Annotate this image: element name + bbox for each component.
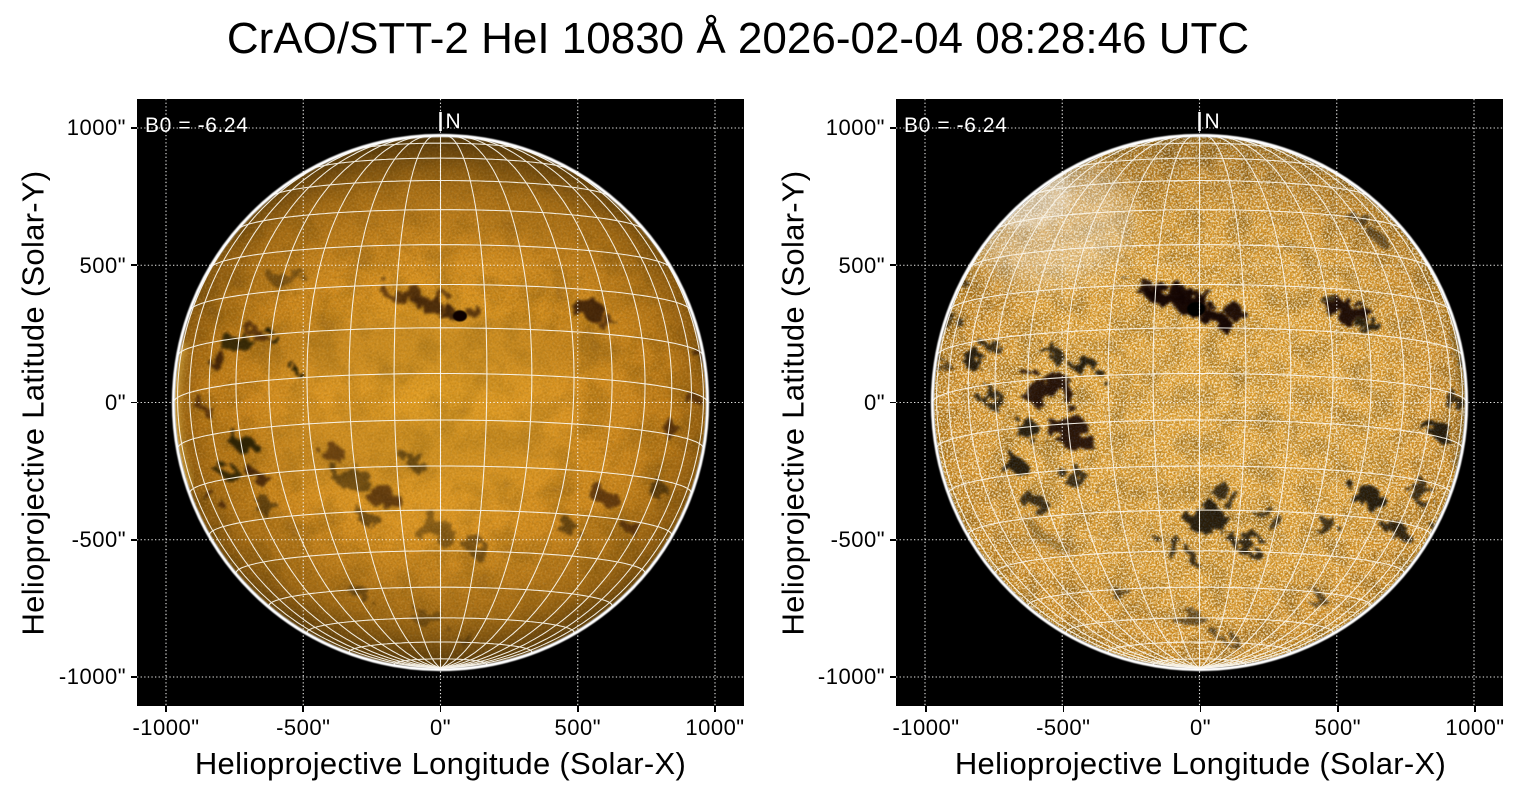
svg-text:N: N xyxy=(1205,110,1220,133)
svg-text:B0 = -6.24: B0 = -6.24 xyxy=(904,114,1007,137)
svg-text:B0 = -6.24: B0 = -6.24 xyxy=(145,114,248,137)
svg-text:N: N xyxy=(446,110,461,133)
